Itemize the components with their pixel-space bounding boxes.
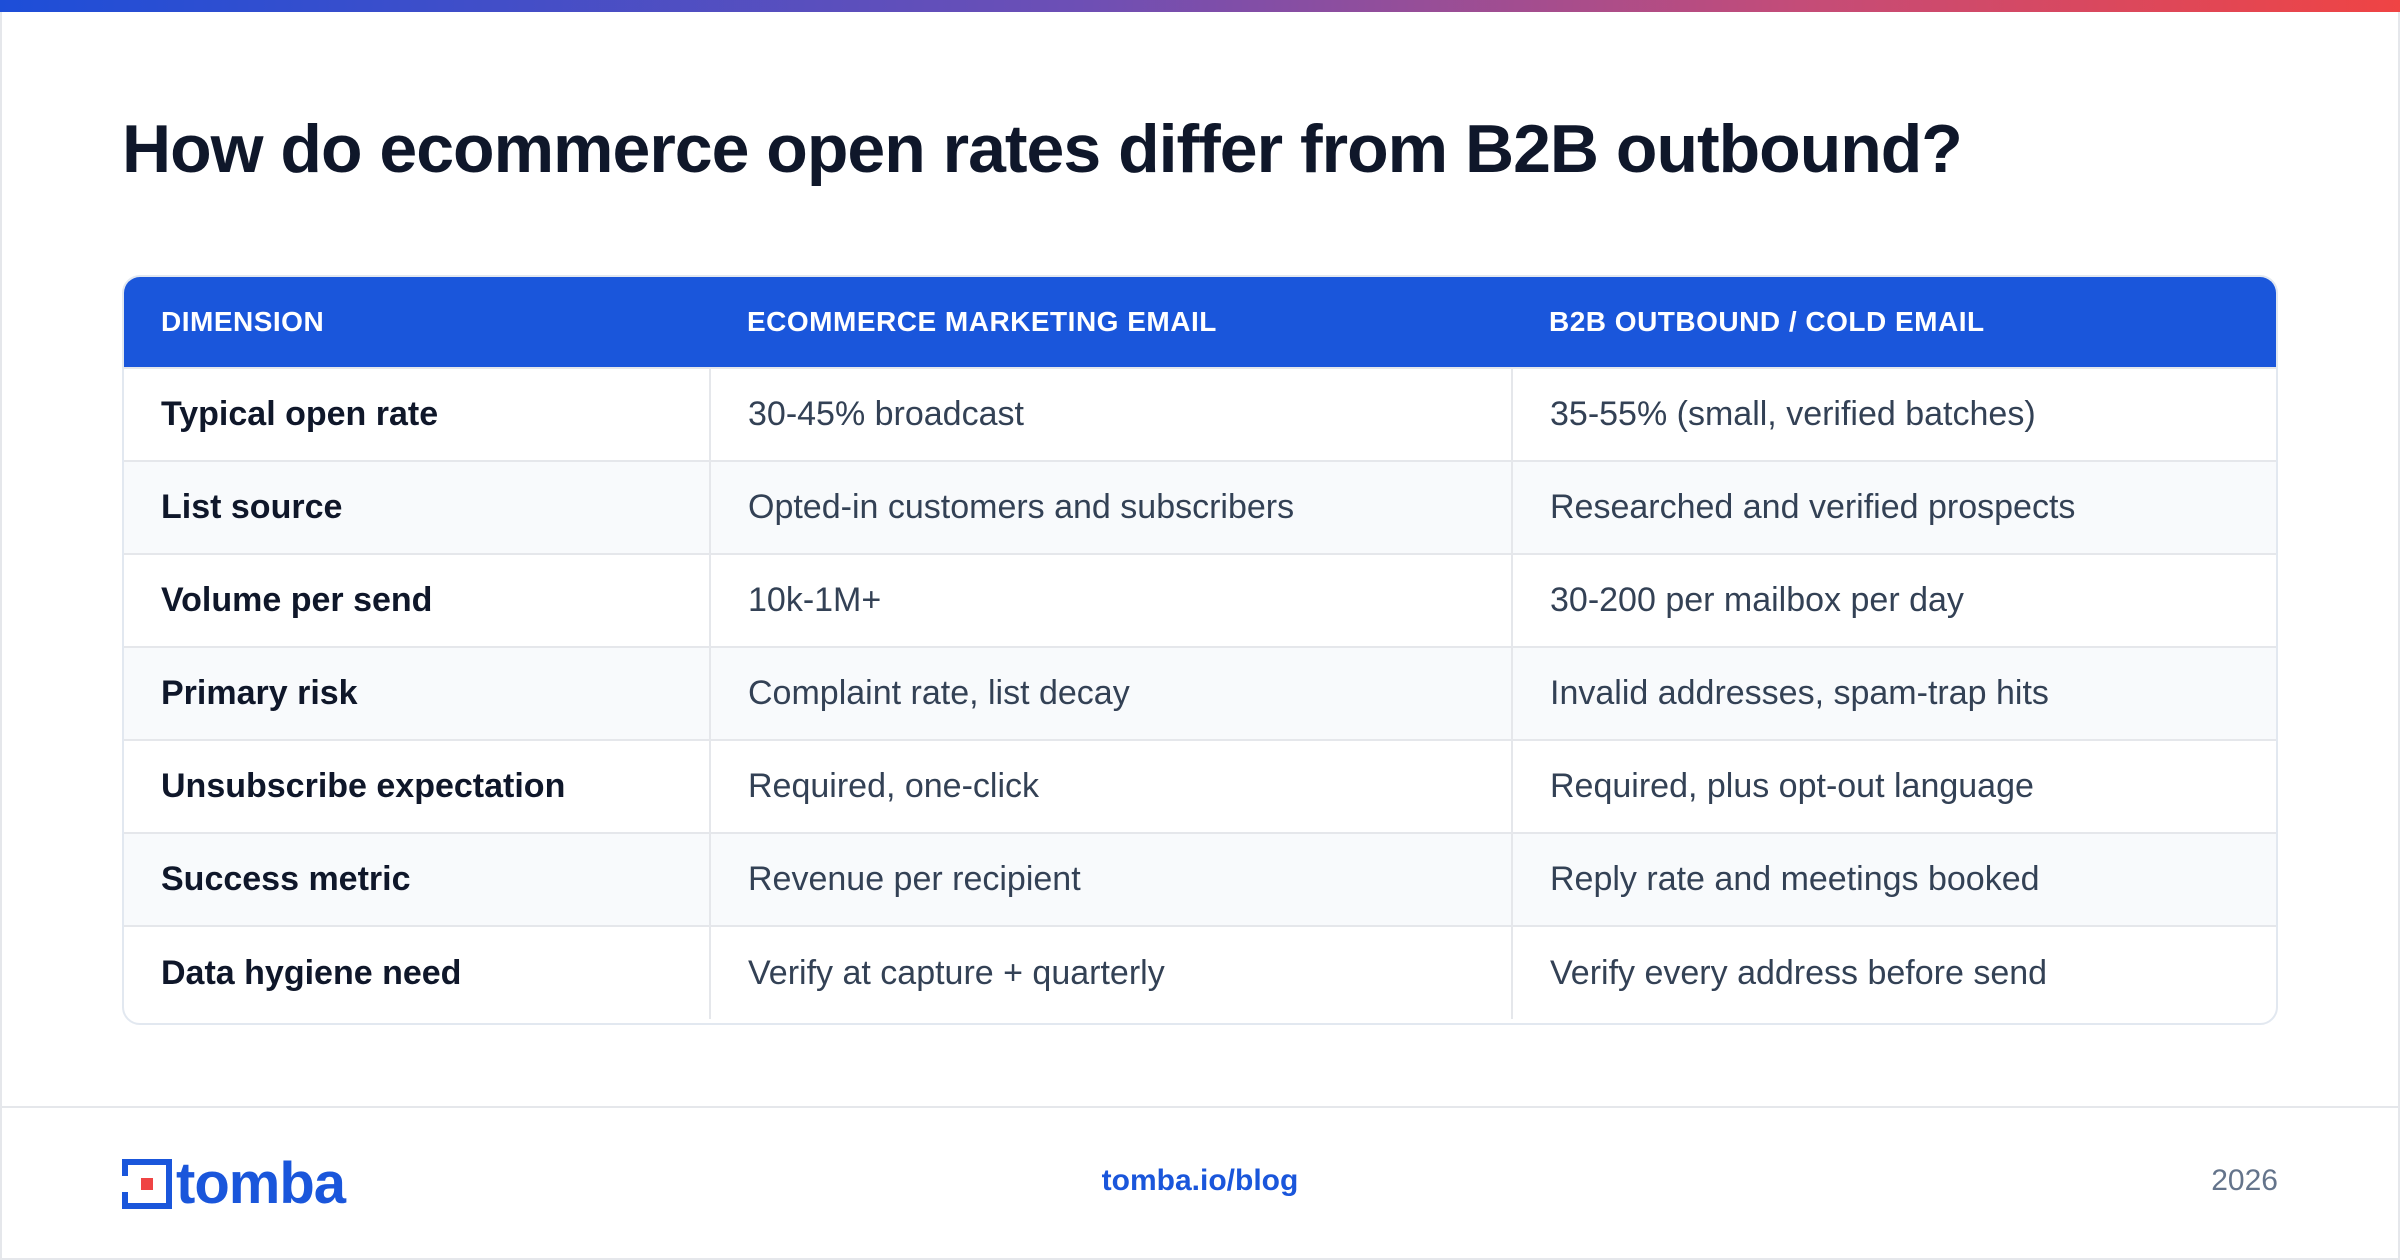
table-row: Volume per send 10k-1M+ 30-200 per mailb… (124, 553, 2276, 647)
row-dimension: Success metric (124, 832, 710, 926)
row-ecommerce-value: 10k-1M+ (709, 553, 1512, 647)
row-b2b-value: Researched and verified prospects (1511, 460, 2276, 554)
header-ecommerce: ECOMMERCE MARKETING EMAIL (710, 277, 1512, 368)
row-b2b-value: Required, plus opt-out language (1511, 739, 2276, 833)
header-b2b: B2B OUTBOUND / COLD EMAIL (1512, 277, 2276, 368)
row-dimension: Primary risk (124, 646, 710, 740)
page-title: How do ecommerce open rates differ from … (122, 111, 1963, 187)
row-ecommerce-value: Required, one-click (709, 739, 1512, 833)
row-b2b-value: 30-200 per mailbox per day (1511, 553, 2276, 647)
table-row: Data hygiene need Verify at capture + qu… (124, 925, 2276, 1019)
table-row: List source Opted-in customers and subsc… (124, 460, 2276, 554)
footer-divider (0, 1106, 2400, 1108)
blog-link[interactable]: tomba.io/blog (1101, 1164, 1299, 1197)
comparison-table: DIMENSION ECOMMERCE MARKETING EMAIL B2B … (122, 275, 2278, 1025)
footer-year: 2026 (2211, 1164, 2278, 1197)
row-dimension: Typical open rate (124, 367, 710, 461)
row-dimension: Unsubscribe expectation (124, 739, 710, 833)
row-dimension: Volume per send (124, 553, 710, 647)
row-b2b-value: 35-55% (small, verified batches) (1511, 367, 2276, 461)
row-b2b-value: Reply rate and meetings booked (1511, 832, 2276, 926)
row-b2b-value: Verify every address before send (1511, 925, 2276, 1019)
row-ecommerce-value: Opted-in customers and subscribers (709, 460, 1512, 554)
tomba-logo-icon (122, 1159, 172, 1209)
header-dimension: DIMENSION (124, 277, 710, 368)
row-ecommerce-value: Complaint rate, list decay (709, 646, 1512, 740)
row-dimension: Data hygiene need (124, 925, 710, 1019)
tomba-logo[interactable]: tomba (122, 1151, 346, 1216)
logo-wordmark: tomba (176, 1151, 346, 1216)
row-ecommerce-value: Verify at capture + quarterly (709, 925, 1512, 1019)
table-row: Success metric Revenue per recipient Rep… (124, 832, 2276, 926)
row-b2b-value: Invalid addresses, spam-trap hits (1511, 646, 2276, 740)
row-ecommerce-value: 30-45% broadcast (709, 367, 1512, 461)
top-gradient-bar (0, 0, 2400, 12)
table-row: Primary risk Complaint rate, list decay … (124, 646, 2276, 740)
table-row: Unsubscribe expectation Required, one-cl… (124, 739, 2276, 833)
table-header-row: DIMENSION ECOMMERCE MARKETING EMAIL B2B … (124, 277, 2276, 368)
row-ecommerce-value: Revenue per recipient (709, 832, 1512, 926)
row-dimension: List source (124, 460, 710, 554)
table-row: Typical open rate 30-45% broadcast 35-55… (124, 367, 2276, 461)
